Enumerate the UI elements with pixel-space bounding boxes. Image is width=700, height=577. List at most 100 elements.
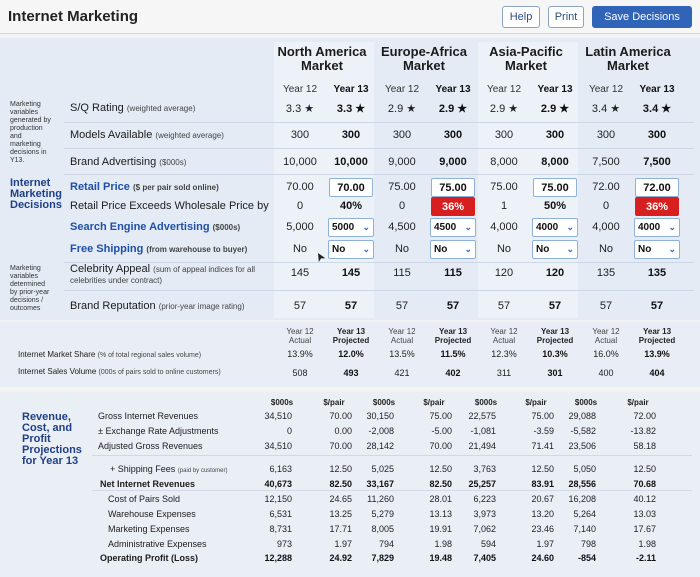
projection-value: 28,556: [568, 479, 596, 489]
models-available-label: Models Available (weighted average): [70, 129, 224, 141]
projection-value: 8,005: [371, 524, 394, 534]
free-shipping-select[interactable]: No ⌄: [634, 240, 680, 259]
retail-price-input[interactable]: 75.00: [431, 178, 475, 197]
projection-value: 71.41: [531, 441, 554, 451]
search-advertising-select[interactable]: 5000 ⌄: [328, 218, 374, 237]
value-cell: 5,000: [286, 221, 314, 233]
projection-row-label: Gross Internet Revenues: [98, 411, 199, 421]
value-cell: 7,500: [643, 156, 671, 168]
value-cell: 75.00: [388, 181, 416, 193]
value-cell: 8,000: [490, 156, 518, 168]
free-shipping-select[interactable]: No ⌄: [430, 240, 476, 259]
projection-value: 28,142: [366, 441, 394, 451]
projection-value: 7,405: [473, 553, 496, 563]
sales-volume-value: 493: [343, 368, 359, 378]
projection-value: -13.82: [630, 426, 656, 436]
market-share-value: 12.0%: [338, 349, 364, 359]
projection-value: 75.00: [429, 411, 452, 421]
value-cell: 135: [596, 267, 616, 279]
value-cell: 120: [494, 267, 514, 279]
sales-volume-value: 508: [292, 368, 308, 378]
projection-column-header: $/pair: [627, 398, 649, 407]
select-value: No: [536, 244, 550, 255]
projection-value: 794: [378, 539, 394, 549]
projection-value: -854: [577, 553, 596, 563]
year-header: Year 13: [333, 84, 369, 95]
value-cell: 4,500: [388, 221, 416, 233]
market-share-value: 13.9%: [644, 349, 670, 359]
chevron-down-icon: ⌄: [566, 244, 574, 254]
search-advertising-select[interactable]: 4000 ⌄: [532, 218, 578, 237]
value-cell: 70.00: [286, 181, 314, 193]
sales-volume-value: 301: [547, 368, 563, 378]
save-decisions-button[interactable]: Save Decisions: [592, 6, 692, 28]
share-column-header: Year 12 Actual: [388, 327, 416, 345]
row-separator: [64, 262, 694, 263]
projection-value: 12,288: [264, 553, 292, 563]
free-shipping-select[interactable]: No ⌄: [532, 240, 578, 259]
value-cell: 57: [599, 300, 613, 312]
projection-row-label: Cost of Pairs Sold: [108, 494, 181, 504]
retail-price-input[interactable]: 70.00: [329, 178, 373, 197]
projection-value: 30,150: [366, 411, 394, 421]
side-label-internet-marketing-decisions: Internet Marketing Decisions: [10, 177, 62, 211]
value-cell: 57: [548, 300, 562, 312]
retail-price-input[interactable]: 72.00: [635, 178, 679, 197]
sales-volume-value: 421: [394, 368, 410, 378]
projection-column-header: $000s: [474, 398, 498, 407]
row-separator: [92, 455, 692, 456]
side-label-prior-year: Marketing variables determined by prior-…: [10, 265, 50, 312]
search-engine-advertising-label: Search Engine Advertising ($000s): [70, 221, 241, 233]
projection-value: 82.50: [429, 479, 452, 489]
projection-value: 33,167: [366, 479, 394, 489]
projection-value: -5.00: [431, 426, 452, 436]
value-cell: 2.9 ★: [540, 103, 570, 115]
sales-volume-value: 402: [445, 368, 461, 378]
free-shipping-select[interactable]: No ⌄: [328, 240, 374, 259]
value-cell: 0: [602, 200, 610, 212]
print-button[interactable]: Print: [548, 6, 584, 28]
value-cell: 115: [444, 267, 462, 279]
projection-row-label: Net Internet Revenues: [100, 479, 196, 489]
internet-sales-volume-label: Internet Sales Volume (000s of pairs sol…: [18, 367, 221, 376]
brand-reputation-label: Brand Reputation (prior-year image ratin…: [70, 300, 245, 312]
projection-value: 12.50: [329, 464, 352, 474]
projection-value: 16,208: [568, 494, 596, 504]
chevron-down-icon: ⌄: [668, 244, 676, 254]
help-button[interactable]: Help: [502, 6, 540, 28]
value-cell: 3.4 ★: [642, 103, 672, 115]
value-cell: 145: [341, 267, 361, 279]
year-header: Year 12: [282, 84, 318, 95]
value-cell: 57: [395, 300, 409, 312]
celebrity-appeal-label: Celebrity Appeal (sum of appeal indices …: [70, 263, 255, 286]
projection-value: 17.71: [329, 524, 352, 534]
value-cell: No: [292, 243, 308, 255]
value-cell: No: [598, 243, 614, 255]
value-cell: 0: [296, 200, 304, 212]
select-value: No: [638, 244, 652, 255]
value-cell: No: [496, 243, 512, 255]
retail-price-input[interactable]: 75.00: [533, 178, 577, 197]
projection-value: 0: [286, 426, 292, 436]
region-header-north-america: North America Market: [277, 44, 367, 73]
side-label-marketing-variables: Marketing variables generated by product…: [10, 101, 51, 164]
projection-value: 11,260: [367, 494, 394, 504]
price-warning-badge: 36%: [635, 197, 679, 216]
projection-value: -3.59: [533, 426, 554, 436]
retail-exceeds-wholesale-label: Retail Price Exceeds Wholesale Price by: [70, 200, 269, 212]
search-advertising-select[interactable]: 4500 ⌄: [430, 218, 476, 237]
select-value: No: [332, 244, 346, 255]
market-share-value: 13.9%: [287, 349, 313, 359]
projection-value: 25,257: [468, 479, 496, 489]
region-header-europe-africa: Europe-Africa Market: [381, 44, 467, 73]
projection-value: 24.60: [531, 553, 554, 563]
value-cell: 135: [647, 267, 667, 279]
projection-value: -5,582: [570, 426, 596, 436]
share-column-header: Year 12 Actual: [490, 327, 518, 345]
projection-value: 23,506: [568, 441, 596, 451]
projection-value: 0.00: [334, 426, 352, 436]
projection-value: 28.01: [429, 494, 452, 504]
projection-value: 70.68: [633, 479, 656, 489]
search-advertising-select[interactable]: 4000 ⌄: [634, 218, 680, 237]
projection-value: 72.00: [633, 411, 656, 421]
